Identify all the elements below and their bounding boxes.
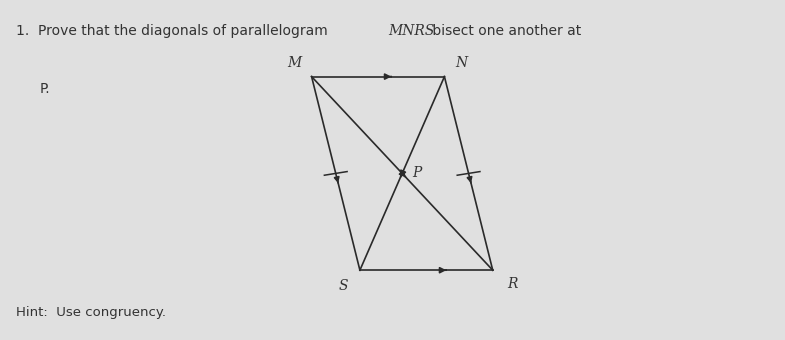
Text: MNRS: MNRS xyxy=(389,24,435,38)
Text: M: M xyxy=(287,56,301,70)
Text: bisect one another at: bisect one another at xyxy=(428,24,581,38)
Text: P: P xyxy=(412,166,422,181)
Text: S: S xyxy=(338,279,348,293)
Text: Hint:  Use congruency.: Hint: Use congruency. xyxy=(16,306,166,319)
Text: R: R xyxy=(507,277,517,291)
Text: N: N xyxy=(455,56,467,70)
Text: P.: P. xyxy=(39,82,50,96)
Text: 1.  Prove that the diagonals of parallelogram: 1. Prove that the diagonals of parallelo… xyxy=(16,24,332,38)
